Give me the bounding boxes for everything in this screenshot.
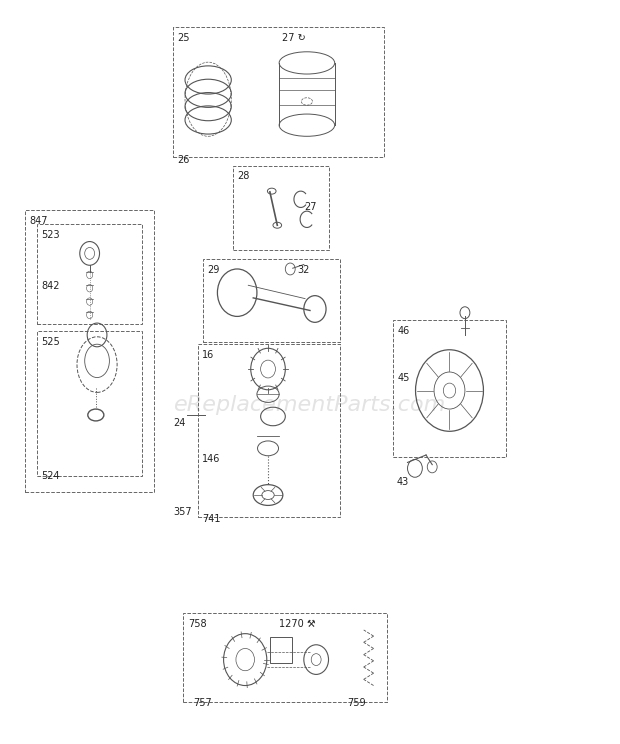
Bar	[173, 28, 384, 157]
Bar	[270, 638, 292, 664]
Text: 27: 27	[304, 202, 316, 211]
Text: 523: 523	[42, 230, 60, 240]
Text: 525: 525	[42, 337, 60, 347]
Text: 26: 26	[177, 155, 190, 165]
Bar	[25, 211, 154, 492]
Text: 46: 46	[397, 326, 410, 336]
Text: 357: 357	[173, 507, 192, 517]
Text: 1270 ⚒: 1270 ⚒	[279, 619, 316, 629]
Text: eReplacementParts.com: eReplacementParts.com	[174, 395, 446, 415]
Text: 842: 842	[42, 280, 60, 291]
Text: 758: 758	[188, 619, 206, 629]
Text: 25: 25	[177, 33, 190, 42]
Text: 45: 45	[397, 373, 410, 383]
Bar	[37, 224, 142, 324]
Text: 29: 29	[208, 265, 220, 275]
Text: 524: 524	[42, 471, 60, 481]
Text: 757: 757	[193, 698, 211, 708]
Text: 759: 759	[347, 698, 366, 708]
Text: 32: 32	[298, 265, 310, 275]
Bar	[233, 166, 329, 250]
Text: 847: 847	[29, 217, 48, 226]
Text: 43: 43	[396, 477, 409, 487]
Bar	[203, 260, 340, 342]
Text: 146: 146	[202, 454, 220, 464]
Text: 28: 28	[237, 171, 249, 181]
Text: 27 ↻: 27 ↻	[282, 33, 306, 42]
Bar	[393, 320, 507, 458]
Bar	[37, 331, 142, 475]
Bar	[184, 613, 387, 702]
Bar	[198, 344, 340, 516]
Text: 741: 741	[202, 514, 221, 525]
Text: 24: 24	[173, 418, 185, 428]
Text: 16: 16	[202, 350, 215, 360]
